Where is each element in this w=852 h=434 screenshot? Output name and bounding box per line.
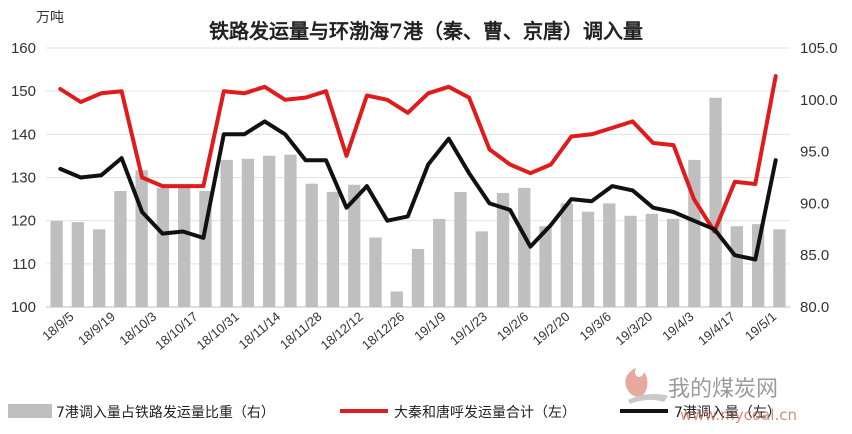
left-tick-label: 110 [12,256,36,273]
bar [518,187,531,307]
x-tick-label: 18/9/19 [75,309,118,348]
left-axis-ticks: 100 110 120 130 140 150 160 [11,40,36,316]
bar [348,184,361,307]
bar [433,218,446,307]
bar [666,218,680,307]
bar [390,291,403,307]
x-tick-label: 18/12/26 [359,309,407,353]
right-tick-label: 100.0 [800,92,838,109]
legend-bar-label: 7港调入量占铁路发运量比重（右） [56,405,275,421]
left-tick-label: 150 [11,83,36,100]
right-tick-label: 95.0 [800,144,829,161]
x-tick-label: 19/1/9 [411,309,448,344]
legend-red-label: 大秦和唐呼发运量合计（左） [394,404,576,421]
x-tick-label: 18/10/17 [152,309,200,353]
left-tick-label: 160 [11,40,36,57]
bar [114,190,127,307]
x-tick-label: 19/4/17 [695,309,738,348]
bar [241,158,255,307]
bar [92,229,106,307]
bar [560,203,573,307]
right-tick-label: 85.0 [800,247,829,264]
bar [475,231,488,307]
legend-bar-swatch [8,404,52,418]
x-tick-label: 18/11/14 [236,309,284,352]
x-tick-label: 19/1/23 [447,309,490,348]
x-tick-label: 18/9/5 [39,309,76,344]
x-axis-ticks: 18/9/518/9/1918/10/318/10/1718/10/3118/1… [39,309,779,353]
bar [220,159,233,307]
watermark-text: 我的煤炭网 [668,377,778,402]
bar [135,170,148,307]
left-tick-label: 130 [11,170,36,187]
right-tick-label: 90.0 [800,195,829,212]
bar [156,187,170,307]
watermark-url: www.mycoal.cn [680,406,797,424]
x-tick-label: 18/11/28 [277,309,325,352]
series-line [58,119,778,262]
bar [369,237,382,307]
x-tick-label: 19/2/20 [530,309,573,348]
bar [581,211,595,307]
bar-series [50,97,786,307]
bar [411,248,425,307]
legend-black-label: 7港调入量（左） [674,405,781,421]
x-tick-label: 19/4/3 [659,309,696,344]
bar [284,154,297,307]
chart-title: 铁路发运量与环渤海7港（秦、曹、京唐）调入量 [209,19,643,43]
bar [773,229,786,307]
bar [71,222,85,307]
bar [305,183,318,307]
x-tick-label: 19/2/6 [494,309,531,344]
flame-logo-icon [625,368,668,404]
bar [50,221,63,307]
bar [751,224,765,307]
x-tick-label: 19/3/20 [612,309,655,348]
bar [645,213,658,307]
bar [624,215,637,307]
x-tick-label: 19/3/6 [577,309,614,344]
bar [688,159,701,307]
series-line [58,74,778,234]
left-tick-label: 140 [11,126,36,143]
legend: 7港调入量占铁路发运量比重（右） 大秦和唐呼发运量合计（左） 7港调入量（左） [8,404,781,421]
bar [730,226,744,307]
x-tick-label: 18/10/31 [194,309,242,353]
left-tick-label: 100 [11,299,36,316]
bar [178,186,191,307]
gridlines [46,47,790,265]
right-axis-ticks: 80.0 85.0 90.0 95.0 100.0 105.0 [800,40,838,316]
bar [454,192,467,307]
right-tick-label: 105.0 [800,40,838,57]
bar [603,203,616,307]
x-tick-label: 19/5/1 [742,309,779,344]
line-series [58,74,778,262]
left-tick-label: 120 [11,213,36,230]
left-axis-unit: 万吨 [36,10,64,26]
bar [326,192,340,307]
bar [539,226,552,307]
bar [496,193,510,307]
right-tick-label: 80.0 [800,299,829,316]
bar [709,97,722,307]
x-tick-label: 18/12/12 [318,309,366,353]
watermark: 我的煤炭网 www.mycoal.cn [625,368,797,424]
bar [263,155,276,307]
